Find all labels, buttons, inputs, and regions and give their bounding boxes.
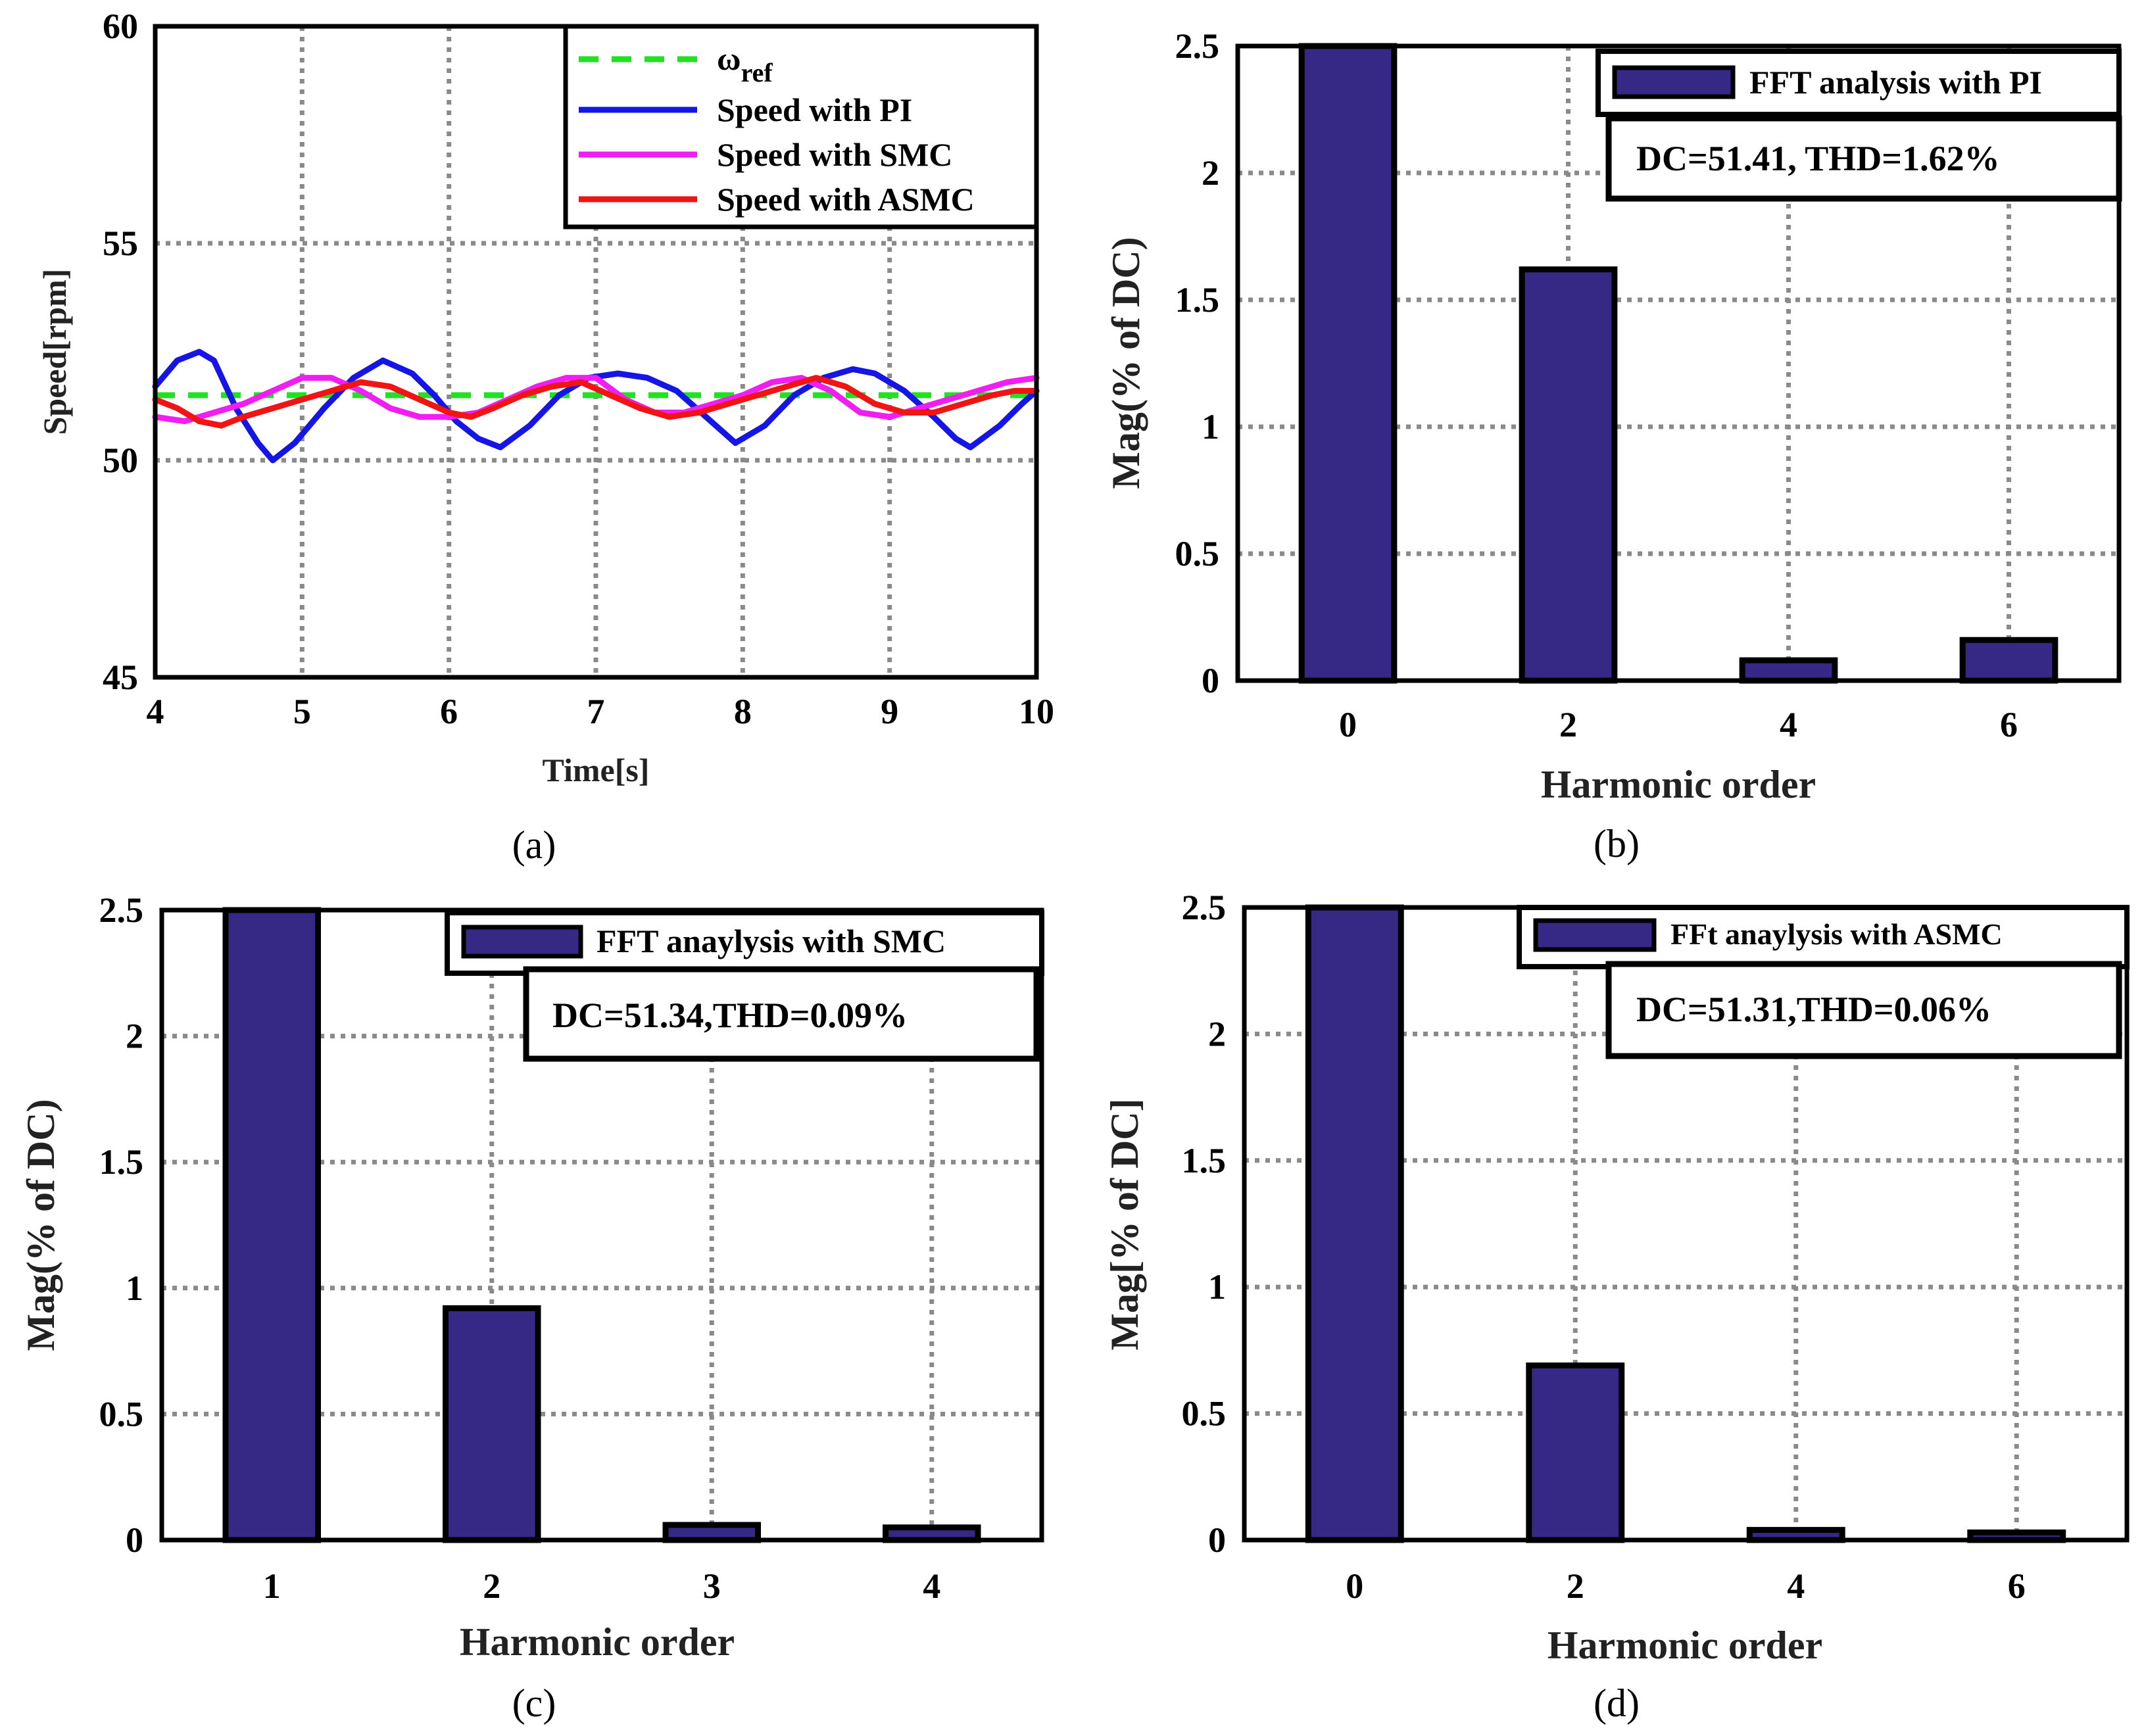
plot-frame [1235,43,2122,683]
annotation: DC=51.34,THD=0.09% [523,966,1040,1062]
legend-box [1596,49,2122,117]
bar-harmonic-2 [1526,1362,1625,1543]
y-tick-label: 2 [126,1017,143,1056]
annotation: DC=51.31,THD=0.06% [1605,961,2122,1059]
y-tick-label: 0.5 [99,1394,144,1434]
caption: (d) [1594,1681,1640,1725]
legend-box [563,24,1039,229]
caption: (b) [1594,822,1640,865]
y-tick-label: 1 [1208,1267,1226,1307]
x-tick-label: 5 [293,692,311,731]
bar-harmonic-0 [1305,904,1404,1543]
x-axis-label: Harmonic order [1547,1624,1822,1667]
y-tick-label: 2 [1208,1014,1226,1053]
y-tick-label: 1.5 [1182,1141,1227,1180]
x-tick-label: 4 [1780,705,1797,744]
annotation-box [1605,961,2122,1059]
x-tick-label: 4 [147,692,164,731]
y-tick-label: 0 [1208,1520,1226,1560]
y-axis-label: Mag(% of DC) [19,1099,62,1351]
x-tick-label: 0 [1346,1566,1363,1606]
series-line-speed-with-asmc [152,375,1040,429]
legend-swatch [1533,918,1657,952]
legend-label-smc: Speed with SMC [717,136,952,173]
x-tick-label: 6 [440,692,458,731]
bar-harmonic-1 [222,907,321,1543]
legend: ωref Speed with PI Speed with SMC Speed … [563,24,1039,229]
y-tick-label: 1.5 [1175,280,1220,320]
legend-swatch [461,925,583,959]
legend-label-asmc: Speed with ASMC [717,181,975,218]
legend-label-wref-main: ω [717,40,741,77]
legend: FFT analysis with PI [1596,49,2122,117]
series-line-speed-with-pi [152,349,1040,464]
annotation: DC=51.41, THD=1.62% [1605,115,2122,202]
annotation-text: DC=51.41, THD=1.62% [1636,139,2000,178]
legend-label: FFT anaylysis with SMC [597,923,946,959]
bar-harmonic-2 [443,1305,541,1543]
y-tick-label: 0 [126,1520,143,1560]
y-axis-label: Speed[rpm] [36,269,73,435]
legend-label-wref-sub: ref [741,58,773,87]
x-tick-label: 4 [1787,1566,1805,1606]
annotation-text: DC=51.34,THD=0.09% [552,996,908,1035]
x-tick-label: 1 [263,1566,281,1606]
bar-harmonic-2 [1519,266,1618,684]
series-line-speed-with-smc [152,375,1040,425]
y-tick-label: 45 [103,658,138,697]
caption: (a) [512,823,556,867]
annotation-box [1605,115,2122,202]
y-tick-label: 55 [103,224,138,263]
x-axis-label: Harmonic order [460,1620,735,1664]
legend-label-pi: Speed with PI [717,91,912,128]
y-tick-label: 1.5 [99,1142,144,1182]
annotation-box [523,966,1040,1062]
x-axis-label: Time[s] [543,752,650,788]
x-tick-label: 2 [1559,705,1577,744]
legend-label: FFt anaylysis with ASMC [1670,917,2003,951]
bar-harmonic-0 [1298,43,1398,684]
y-tick-label: 2.5 [1175,26,1220,66]
y-tick-label: 1 [1202,407,1219,446]
x-tick-label: 3 [703,1566,721,1606]
y-tick-label: 0.5 [1175,534,1220,573]
x-tick-label: 6 [2008,1566,2026,1606]
x-tick-label: 4 [923,1566,940,1606]
y-tick-label: 0 [1202,661,1219,700]
y-axis-label: Mag(% of DC) [1104,237,1148,489]
caption: (c) [512,1681,556,1725]
y-tick-label: 2.5 [1182,888,1227,927]
legend-label: FFT analysis with PI [1749,64,2042,101]
legend: FFt anaylysis with ASMC [1517,905,2130,969]
x-tick-label: 7 [587,692,605,731]
x-tick-label: 2 [1567,1566,1584,1606]
panel-b-fft-pi: 0 0.5 1 1.5 2 2.5 0 2 4 6 Harmonic order Mag(% o… [1104,26,2122,865]
y-tick-label: 2.5 [99,890,144,930]
legend-swatch [1612,65,1736,99]
y-axis-label: Mag[% of DC] [1103,1098,1146,1350]
annotation-text: DC=51.31,THD=0.06% [1636,990,1991,1029]
x-tick-label: 9 [881,692,898,731]
y-tick-label: 0.5 [1182,1394,1227,1434]
y-tick-label: 50 [103,441,138,480]
y-tick-label: 2 [1202,153,1219,193]
x-tick-label: 0 [1339,705,1357,744]
legend: FFT anaylysis with SMC [445,910,1044,976]
x-tick-label: 10 [1019,692,1054,731]
bar-harmonic-4 [1739,657,1838,684]
panel-d-fft-asmc: 0 0.5 1 1.5 2 2.5 0 2 4 6 Harmonic order Mag[% o… [1103,888,2130,1725]
bar-harmonic-6 [1959,637,2059,684]
y-tick-label: 60 [103,7,138,46]
x-tick-label: 2 [483,1566,500,1606]
x-axis-label: Harmonic order [1541,763,1816,806]
x-tick-label: 6 [2000,705,2018,744]
x-tick-label: 8 [734,692,752,731]
y-tick-label: 1 [126,1268,143,1308]
panel-c-fft-smc: 0 0.5 1 1.5 2 2.5 1 2 3 4 Harmonic order Mag(% o… [19,890,1044,1725]
legend-label-wref: ωref [717,40,773,87]
